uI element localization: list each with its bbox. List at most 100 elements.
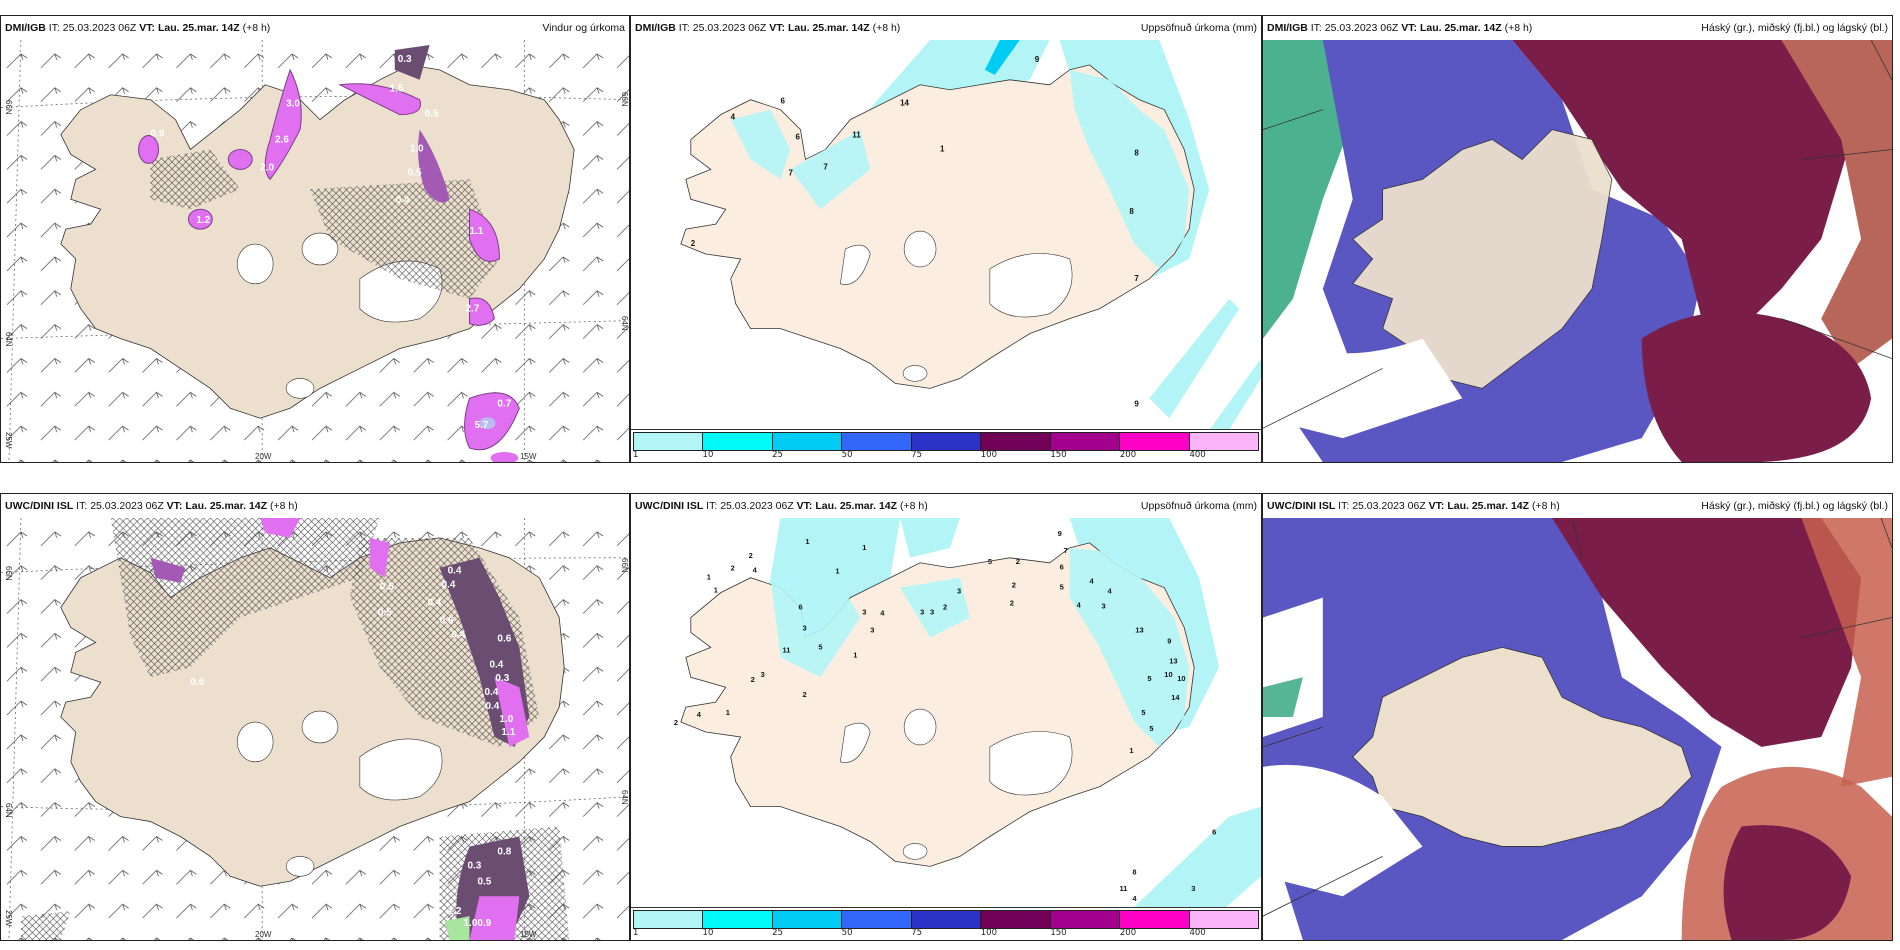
precip-labels: 0.3 1.5 3.0 2.6 2.0 0.9 1.0 0.5 1.2 0.4 … [151,54,512,431]
glaciers [840,708,1073,860]
precip-label: 0.4 [452,629,466,640]
accum-precip-map[interactable]: 9 4 6 14 6 11 1 7 7 8 8 2 7 9 1 10 25 50 75 1… [631,40,1261,462]
precip-color-legend: 1 10 25 50 75 100 150 200 400 [631,907,1261,940]
amount-label: 4 [1077,601,1082,610]
model-name: DMI/IGB [5,22,46,34]
amount-label: 2 [1012,581,1016,590]
precip-label: 1.2 [448,906,462,917]
amount-label: 6 [798,603,802,612]
amount-label: 5 [1060,583,1064,592]
high-over-mid-area [1512,40,1852,329]
amount-label: 1 [835,567,839,576]
amount-label: 5 [1149,724,1153,733]
panel-top-left-wind-precip: DMI/IGB IT: 25.03.2023 06Z VT: Lau. 25.m… [0,15,630,463]
amount-label: 1 [726,708,730,717]
valid-time-label: VT: [139,22,156,34]
high-cloud-area-south [1641,312,1872,462]
precip-label: 1.00.9 [464,918,492,929]
amount-label: 13 [1135,625,1143,634]
precip-areas-land [770,547,1190,747]
legend-tick-label: 1 [633,928,639,938]
precip-label: 0.6 [190,677,204,688]
high-over-mid-area [1552,518,1862,747]
precip-label: 0.4 [485,701,499,712]
amount-label: 2 [731,564,735,573]
legend-color-swatch [842,433,912,450]
amount-label: 3 [1102,602,1106,611]
amount-label: 8 [1134,148,1139,157]
precip-label: 2.0 [260,162,274,173]
legend-color-swatch [1120,433,1190,450]
wind-precip-map[interactable]: 0.4 0.4 0.4 0.6 0.4 0.6 0.4 0.3 0.4 0.4 … [1,518,629,940]
legend-ticks: 1 10 25 50 75 100 150 200 400 [633,928,1259,939]
precip-label: 0.4 [448,566,462,577]
model-name: DMI/IGB [635,22,676,34]
product-title: Háský (gr.), miðský (fj.bl.) og lágský (… [1701,500,1888,512]
lon-label-25w: 25W [4,910,13,927]
legend-tick-label: 200 [1119,928,1137,938]
precip-label: 1.1 [470,226,484,237]
panel-header: DMI/IGB IT: 25.03.2023 06Z VT: Lau. 25.m… [1,16,629,40]
amount-label: 2 [751,675,755,684]
amount-label: 8 [1129,207,1134,216]
amount-label: 5 [818,642,822,651]
amount-label: 3 [1191,884,1195,893]
accum-precip-map[interactable]: 1 1 2 2 4 1 1 1 6 3 11 5 2 3 2 4 1 2 3 3 [631,518,1261,940]
legend-tick-label: 150 [1050,450,1067,460]
legend-color-swatch [634,433,704,450]
valid-time: Lau. 25.mar. 14Z [815,500,898,512]
amount-label: 7 [789,168,794,177]
amount-label: 4 [697,710,702,719]
lat-label-66n-right: 66N [620,558,629,573]
legend-color-swatch [1189,911,1258,928]
legend-tick-label: 50 [841,450,853,460]
panel-header: UWC/DINI ISL IT: 25.03.2023 06Z VT: Lau.… [1,494,629,518]
legend-color-swatch [703,911,773,928]
map-canvas: 9 4 6 14 6 11 1 7 7 8 8 2 7 9 [680,40,1261,462]
amount-label: 2 [1016,557,1020,566]
legend-tick-label: 1 [633,450,639,460]
lon-label-15w: 15W [520,452,537,461]
amount-label: 5 [1141,708,1145,717]
legend-color-swatch [981,911,1051,928]
amount-label: 4 [731,113,736,122]
init-time: 25.03.2023 06Z [1352,500,1426,512]
lead-time: (+8 h) [269,500,298,512]
amount-labels: 9 4 6 14 6 11 1 7 7 8 8 2 7 9 [691,55,1140,408]
precip-label: 1.2 [196,215,210,226]
init-time: 25.03.2023 06Z [90,500,164,512]
lead-time: (+8 h) [1504,22,1533,34]
amount-label: 9 [1035,55,1040,64]
amount-label: 4 [1090,577,1095,586]
amount-label: 3 [930,608,934,617]
cloud-cover-map[interactable] [1263,518,1892,940]
legend-tick-label: 400 [1189,928,1206,938]
precip-area-heavy [984,40,1020,75]
cloud-cover-map[interactable] [1263,40,1892,462]
init-time: 25.03.2023 06Z [1324,22,1399,34]
panel-bottom-right-clouds: UWC/DINI ISL IT: 25.03.2023 06Z VT: Lau.… [1262,493,1893,941]
amount-labels: 1 1 2 2 4 1 1 1 6 3 11 5 2 3 2 4 1 2 3 3 [674,529,1216,916]
amount-label: 3 [957,587,961,596]
precip-label: 0.5 [477,876,491,887]
lead-time: (+8 h) [1531,500,1560,512]
precip-label: 0.8 [497,846,511,857]
panel-top-right-clouds: DMI/IGB IT: 25.03.2023 06Z VT: Lau. 25.m… [1262,15,1893,463]
amount-label: 14 [1171,693,1180,702]
amount-label: 10 [1177,674,1185,683]
precip-label: 0.5 [408,167,422,178]
legend-tick-label: 10 [702,450,714,460]
wind-precip-map[interactable]: 0.3 1.5 3.0 2.6 2.0 0.9 1.0 0.5 1.2 0.4 … [1,40,629,462]
legend-tick-label: 100 [980,450,997,460]
precip-label: 2.7 [466,304,480,315]
map-canvas [1263,518,1892,940]
amount-label: 2 [943,603,947,612]
precip-areas [150,518,530,940]
lon-label-20w: 20W [255,930,272,939]
amount-label: 6 [795,133,800,142]
legend-tick-label: 100 [980,928,997,938]
glaciers [840,230,1073,382]
map-canvas: 0.4 0.4 0.4 0.6 0.4 0.6 0.4 0.3 0.4 0.4 … [1,518,629,940]
amount-label: 6 [781,97,786,106]
amount-label: 6 [1212,828,1216,837]
